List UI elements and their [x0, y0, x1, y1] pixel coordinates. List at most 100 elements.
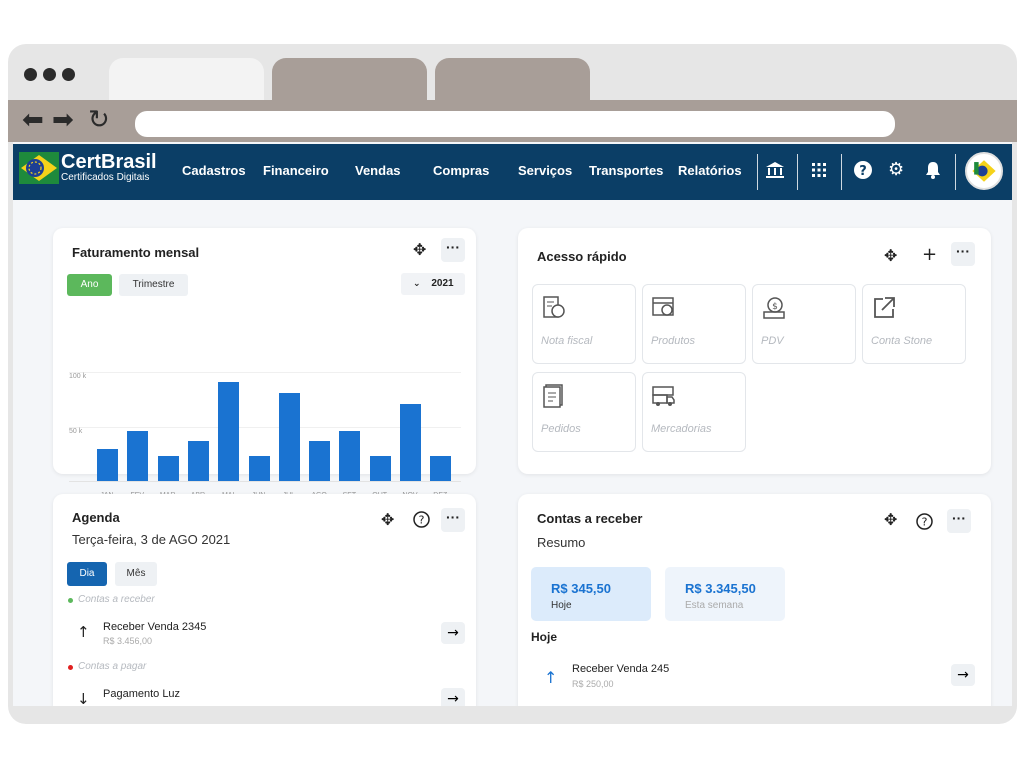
menu-cadastros[interactable]: Cadastros: [182, 163, 246, 178]
menu-vendas[interactable]: Vendas: [355, 163, 401, 178]
move-icon[interactable]: ✥: [381, 510, 395, 529]
arrow-right-button[interactable]: →: [951, 664, 975, 686]
bar-fev[interactable]: [127, 430, 149, 481]
item-title: Receber Venda 245: [572, 663, 670, 675]
arrow-up-icon: ↑: [544, 668, 558, 687]
svg-text:?: ?: [859, 164, 867, 179]
bar-abr[interactable]: [187, 440, 209, 481]
help-icon[interactable]: ?: [853, 160, 873, 180]
add-icon[interactable]: +: [922, 244, 938, 265]
gear-icon[interactable]: ⚙: [888, 159, 905, 180]
brand-subtitle: Certificados Digitais: [61, 172, 150, 183]
ano-button[interactable]: Ano: [67, 274, 112, 296]
gridline-50: [69, 427, 461, 428]
browser-tab-active[interactable]: [109, 58, 264, 100]
more-options-button[interactable]: ···: [951, 242, 975, 266]
forward-arrow-icon[interactable]: ➡: [52, 105, 74, 135]
more-options-button[interactable]: ···: [947, 509, 971, 533]
arrow-right-button[interactable]: →: [441, 622, 465, 644]
agenda-date: Terça-feira, 3 de AGO 2021: [72, 532, 231, 547]
tile-pedidos[interactable]: Pedidos: [532, 372, 636, 452]
certbrasil-logo: [19, 152, 59, 184]
bar-jul[interactable]: [278, 392, 300, 481]
browser-toolbar: ⬅ ➡ ↻: [8, 100, 1017, 142]
move-icon[interactable]: ✥: [884, 510, 898, 529]
products-icon: [652, 297, 674, 316]
bar-jan[interactable]: [97, 449, 118, 481]
agenda-title: Agenda: [72, 510, 120, 525]
acesso-rapido-card: Acesso rápido ✥ + ··· Nota fiscal Produt…: [518, 228, 991, 474]
app-page: CertBrasil Certificados Digitais Cadastr…: [13, 142, 1012, 706]
mes-button[interactable]: Mês: [115, 562, 157, 586]
bar-dez[interactable]: [430, 455, 452, 481]
bar-set[interactable]: [339, 430, 361, 481]
brand[interactable]: CertBrasil Certificados Digitais: [61, 152, 157, 184]
item-title: Pagamento Luz: [103, 688, 181, 700]
menu-relatorios[interactable]: Relatórios: [678, 163, 742, 178]
today-label: Hoje: [551, 600, 572, 611]
summary-week[interactable]: R$ 3.345,50 Esta semana: [665, 567, 785, 621]
status-dot-red: [68, 665, 73, 670]
avatar[interactable]: [965, 152, 1003, 190]
divider: [841, 154, 842, 190]
contas-receber-subtitle: Resumo: [537, 535, 586, 550]
bar-ago[interactable]: [309, 440, 331, 481]
agenda-card: Agenda Terça-feira, 3 de AGO 2021 ✥ ? ··…: [53, 494, 476, 706]
back-arrow-icon[interactable]: ⬅: [22, 105, 44, 135]
bar-out[interactable]: [369, 455, 391, 481]
maximize-dot[interactable]: [62, 68, 75, 81]
close-dot[interactable]: [24, 68, 37, 81]
faturamento-title: Faturamento mensal: [72, 245, 200, 260]
section-contas-receber: Contas a receber: [78, 594, 155, 605]
week-label: Esta semana: [685, 600, 744, 611]
bar-nov[interactable]: [400, 403, 421, 481]
browser-tab-2[interactable]: [272, 58, 427, 100]
menu-servicos[interactable]: Serviços: [518, 163, 573, 178]
section-hoje: Hoje: [531, 630, 558, 644]
arrow-right-button[interactable]: →: [441, 688, 465, 706]
tile-label: PDV: [761, 335, 784, 347]
bar-mar[interactable]: [157, 455, 179, 481]
help-icon[interactable]: ?: [413, 511, 430, 528]
grid-icon[interactable]: [811, 162, 827, 178]
menu-financeiro[interactable]: Financeiro: [263, 163, 329, 178]
dia-button[interactable]: Dia: [67, 562, 107, 586]
browser-window: ⬅ ➡ ↻ CertBrasil Certificados Digitais C…: [8, 44, 1017, 724]
tile-label: Pedidos: [541, 423, 581, 435]
more-options-button[interactable]: ···: [441, 508, 465, 532]
trimestre-button[interactable]: Trimestre: [119, 274, 188, 296]
tile-conta-stone[interactable]: Conta Stone: [862, 284, 966, 364]
summary-today[interactable]: R$ 345,50 Hoje: [531, 567, 651, 621]
tile-produtos[interactable]: Produtos: [642, 284, 746, 364]
bar-mai[interactable]: [218, 381, 240, 481]
tile-label: Produtos: [651, 335, 696, 347]
tile-mercadorias[interactable]: Mercadorias: [642, 372, 746, 452]
svg-text:?: ?: [922, 516, 928, 529]
more-options-button[interactable]: ···: [441, 238, 465, 262]
svg-text:$: $: [772, 302, 778, 312]
y-tick-100: 100 k: [69, 373, 87, 380]
divider: [955, 154, 956, 190]
bell-icon[interactable]: [923, 160, 943, 180]
tile-nota-fiscal[interactable]: Nota fiscal: [532, 284, 636, 364]
reload-icon[interactable]: ↻: [88, 105, 110, 135]
tile-pdv[interactable]: $ PDV: [752, 284, 856, 364]
invoice-icon: [543, 296, 565, 318]
gridline-100: [69, 372, 461, 373]
browser-tab-3[interactable]: [435, 58, 590, 100]
address-bar[interactable]: [135, 111, 895, 137]
menu-compras[interactable]: Compras: [433, 163, 490, 178]
minimize-dot[interactable]: [43, 68, 56, 81]
status-dot-green: [68, 598, 73, 603]
year-select[interactable]: ⌄ 2021: [401, 273, 465, 295]
divider: [797, 154, 798, 190]
move-icon[interactable]: ✥: [413, 240, 427, 259]
external-link-icon: [874, 297, 895, 318]
item-title: Receber Venda 2345: [103, 621, 207, 633]
menu-transportes[interactable]: Transportes: [589, 163, 664, 178]
bar-jun[interactable]: [248, 455, 270, 481]
tile-label: Mercadorias: [651, 423, 712, 435]
move-icon[interactable]: ✥: [884, 246, 898, 265]
help-icon[interactable]: ?: [916, 513, 933, 530]
bank-icon[interactable]: [765, 160, 785, 180]
